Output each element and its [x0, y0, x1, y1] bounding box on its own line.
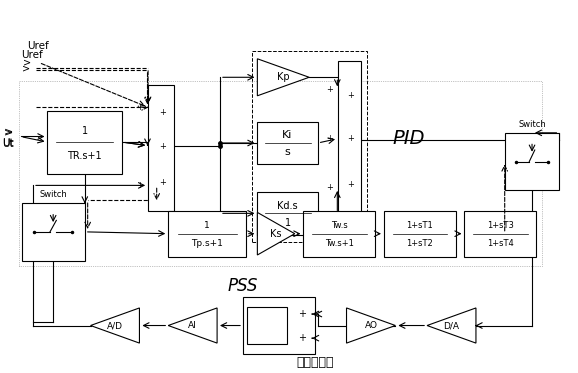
Text: Ut: Ut — [2, 139, 14, 149]
Text: Tp.s+1: Tp.s+1 — [191, 239, 223, 248]
Text: +: + — [159, 142, 166, 151]
Text: +: + — [159, 178, 166, 187]
Text: Switch: Switch — [518, 120, 546, 129]
Text: PID: PID — [392, 129, 425, 148]
Text: +: + — [298, 309, 306, 319]
Bar — [47, 111, 122, 173]
Polygon shape — [168, 308, 217, 343]
Text: +: + — [327, 184, 334, 192]
Bar — [505, 133, 560, 190]
Bar — [243, 297, 315, 354]
Text: +: + — [347, 180, 354, 189]
Text: +: + — [136, 103, 143, 112]
Text: TR.s+1: TR.s+1 — [68, 151, 102, 161]
Text: -: - — [140, 141, 143, 150]
Bar — [21, 203, 85, 261]
Polygon shape — [427, 308, 476, 343]
Text: 1+sT4: 1+sT4 — [487, 239, 514, 248]
Bar — [257, 192, 318, 235]
Text: Tw.s: Tw.s — [331, 221, 348, 230]
Bar — [338, 61, 361, 220]
Polygon shape — [91, 308, 139, 343]
Text: +: + — [347, 134, 354, 143]
Text: >: > — [21, 63, 29, 73]
Text: 1+sT2: 1+sT2 — [406, 239, 434, 248]
Text: 频谱分析仪: 频谱分析仪 — [296, 355, 334, 369]
Bar — [257, 122, 318, 164]
Text: +: + — [347, 91, 354, 100]
Text: Ks: Ks — [271, 229, 282, 239]
Text: 1+sT3: 1+sT3 — [487, 221, 514, 230]
Text: Uref: Uref — [21, 50, 43, 60]
Text: Uref: Uref — [27, 41, 49, 51]
Text: Kd.s: Kd.s — [277, 201, 298, 211]
Polygon shape — [347, 308, 395, 343]
Polygon shape — [257, 212, 295, 255]
Bar — [465, 211, 536, 257]
Text: Ut: Ut — [2, 138, 14, 148]
Text: 1+sT1: 1+sT1 — [406, 221, 434, 230]
Text: +: + — [159, 108, 166, 117]
Text: 1: 1 — [204, 221, 210, 230]
Text: PSS: PSS — [228, 278, 258, 295]
Text: Switch: Switch — [39, 191, 67, 200]
Bar — [384, 211, 456, 257]
Text: Kp: Kp — [277, 72, 290, 82]
Text: s: s — [285, 147, 290, 157]
Text: D/A: D/A — [443, 321, 460, 330]
Text: A/D: A/D — [107, 321, 123, 330]
Bar — [247, 307, 287, 344]
Bar — [303, 211, 375, 257]
Text: Tw.s+1: Tw.s+1 — [325, 239, 354, 248]
Text: 1: 1 — [81, 126, 88, 136]
Text: Ki: Ki — [283, 130, 292, 140]
Text: +: + — [327, 85, 334, 94]
Text: AI: AI — [188, 321, 197, 330]
Text: >: > — [23, 57, 31, 68]
Text: +: + — [136, 181, 143, 190]
Bar — [148, 85, 174, 211]
Text: 1: 1 — [284, 218, 291, 228]
Polygon shape — [257, 59, 309, 96]
Text: AO: AO — [365, 321, 377, 330]
Bar — [168, 211, 246, 257]
Text: >: > — [4, 128, 13, 138]
Text: >: > — [4, 127, 13, 137]
Bar — [18, 81, 542, 266]
Text: +: + — [327, 134, 334, 143]
Text: +: + — [298, 333, 306, 343]
Bar — [251, 51, 366, 242]
